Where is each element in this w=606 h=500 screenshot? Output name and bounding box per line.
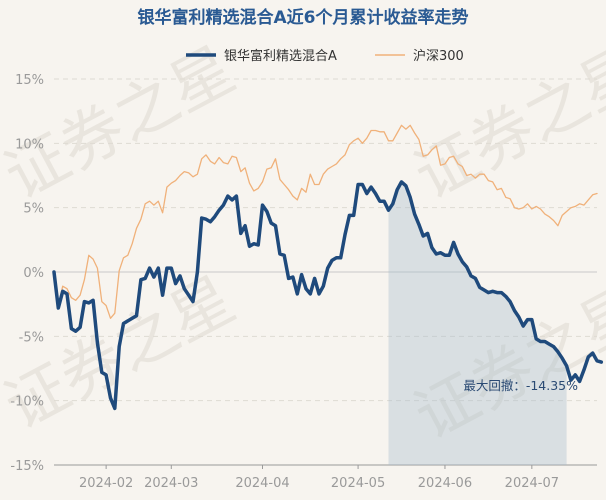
chart-title: 银华富利精选混合A近6个月累计收益率走势: [138, 7, 469, 28]
y-tick-label: -5%: [19, 330, 44, 345]
y-tick-label: -10%: [10, 395, 44, 410]
x-tick-label: 2024-04: [235, 476, 289, 491]
x-axis: 2024-02 2024-03 2024-04 2024-05 2024-06 2024-…: [54, 464, 597, 491]
y-tick-label: -15%: [10, 459, 44, 474]
x-tick-label: 2024-02: [79, 476, 133, 491]
y-tick-label: 15%: [15, 73, 44, 88]
y-tick-label: 10%: [15, 137, 44, 152]
legend-label-index: 沪深300: [413, 48, 464, 64]
watermark-text-0: 证券之星: [0, 32, 246, 213]
y-tick-label: 0%: [23, 266, 44, 281]
drawdown-region: [388, 181, 567, 465]
fund-series-line: [52, 180, 604, 411]
x-tick-label: 2024-05: [331, 476, 385, 491]
drawdown-area: [388, 181, 567, 465]
index-series-line: [53, 124, 598, 319]
y-tick-label: 5%: [23, 202, 44, 217]
max-drawdown-annotation: 最大回撤：-14.35%: [463, 378, 578, 393]
y-axis-ticks: 15% 10% 5% 0% -5% -10% -15%: [10, 73, 44, 474]
series-lines: [52, 124, 604, 411]
legend: 银华富利精选混合A 沪深300: [186, 48, 464, 64]
watermark-text-2: 证券之星: [0, 262, 246, 443]
legend-label-fund: 银华富利精选混合A: [224, 48, 337, 64]
x-tick-label: 2024-06: [418, 476, 472, 491]
x-tick-label: 2024-07: [505, 476, 559, 491]
x-tick-label: 2024-03: [144, 476, 198, 491]
